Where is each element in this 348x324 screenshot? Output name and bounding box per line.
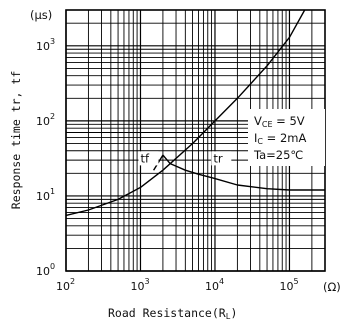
y-axis-title: Response time tr, tf	[9, 71, 23, 209]
annotation-tf: tf	[140, 151, 150, 165]
x-unit-label: (Ω)	[323, 280, 341, 294]
x-tick-label: 104	[205, 277, 224, 293]
x-tick-label: 102	[56, 277, 75, 293]
condition-line: Ta=25℃	[253, 148, 303, 162]
condition-main: I	[254, 131, 257, 145]
condition-sub: C	[257, 137, 263, 146]
x-tick-base: 10	[130, 280, 144, 293]
annotation-bg	[138, 151, 159, 166]
series-layer: tf tr	[65, 9, 325, 217]
y-tick-label: 100	[36, 262, 55, 278]
y-tick-base: 10	[36, 190, 50, 203]
x-tick-exp: 2	[70, 277, 75, 286]
condition-rest: = 2mA	[263, 131, 306, 145]
x-tick-base: 10	[279, 280, 293, 293]
x-tick-exp: 5	[293, 277, 298, 286]
y-tick-base: 10	[36, 115, 50, 128]
x-tick-base: 10	[56, 280, 70, 293]
x-tick-label: 103	[130, 277, 149, 293]
conditions-box: VCE = 5V IC = 2mA Ta=25℃	[248, 109, 325, 166]
condition-main: V	[254, 114, 262, 128]
condition-sub: CE	[262, 120, 273, 129]
annotation-tr: tr	[213, 151, 223, 165]
y-tick-exp: 1	[50, 187, 55, 196]
y-tick-label: 101	[36, 187, 55, 203]
y-tick-label: 102	[36, 112, 55, 128]
y-unit-label: (μs)	[30, 8, 52, 22]
series-tf-line	[65, 9, 306, 217]
x-tick-label: 105	[279, 277, 298, 293]
y-tick-base: 10	[36, 40, 50, 53]
x-tick-exp: 3	[144, 277, 149, 286]
x-tick-exp: 4	[219, 277, 224, 286]
y-tick-label: 103	[36, 37, 55, 53]
y-tick-exp: 0	[50, 262, 55, 271]
y-tick-base: 10	[36, 265, 50, 278]
x-axis-title-sub: L	[226, 312, 231, 321]
y-tick-exp: 3	[50, 37, 55, 46]
conditions-box-bg	[248, 109, 325, 166]
condition-rest: = 5V	[273, 114, 305, 128]
y-tick-exp: 2	[50, 112, 55, 121]
x-tick-base: 10	[205, 280, 219, 293]
x-axis-title-end: )	[231, 306, 238, 320]
annotation-bg	[211, 151, 232, 166]
condition-line: VCE = 5V	[254, 114, 305, 129]
x-axis-title: Road Resistance(RL)	[108, 306, 237, 321]
condition-line: IC = 2mA	[254, 131, 306, 146]
series-tr-line	[153, 154, 325, 191]
condition-main: Ta=25℃	[253, 148, 303, 162]
x-axis-title-main: Road Resistance(R	[108, 306, 226, 320]
